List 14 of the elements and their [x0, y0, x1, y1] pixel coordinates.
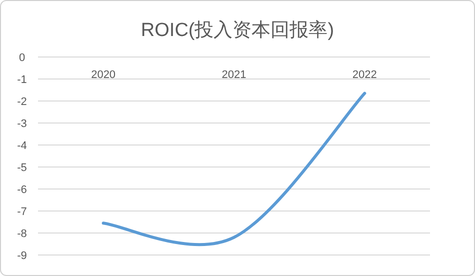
x-tick-label: 2022: [352, 69, 377, 81]
y-tick-label: -8: [17, 228, 27, 240]
x-tick-label: 2020: [91, 69, 116, 81]
y-tick-label: -6: [17, 184, 27, 196]
y-tick-label: -5: [17, 162, 27, 174]
y-tick-label: -7: [17, 206, 27, 218]
y-tick-label: -2: [17, 96, 27, 108]
y-tick-label: -3: [17, 118, 27, 130]
x-tick-label: 2021: [222, 69, 246, 81]
y-tick-label: -1: [17, 74, 27, 86]
y-tick-label: -9: [17, 250, 27, 262]
y-tick-label: -4: [17, 140, 27, 152]
y-tick-label: 0: [18, 52, 26, 64]
chart-title: ROIC(投入资本回报率): [140, 19, 334, 41]
